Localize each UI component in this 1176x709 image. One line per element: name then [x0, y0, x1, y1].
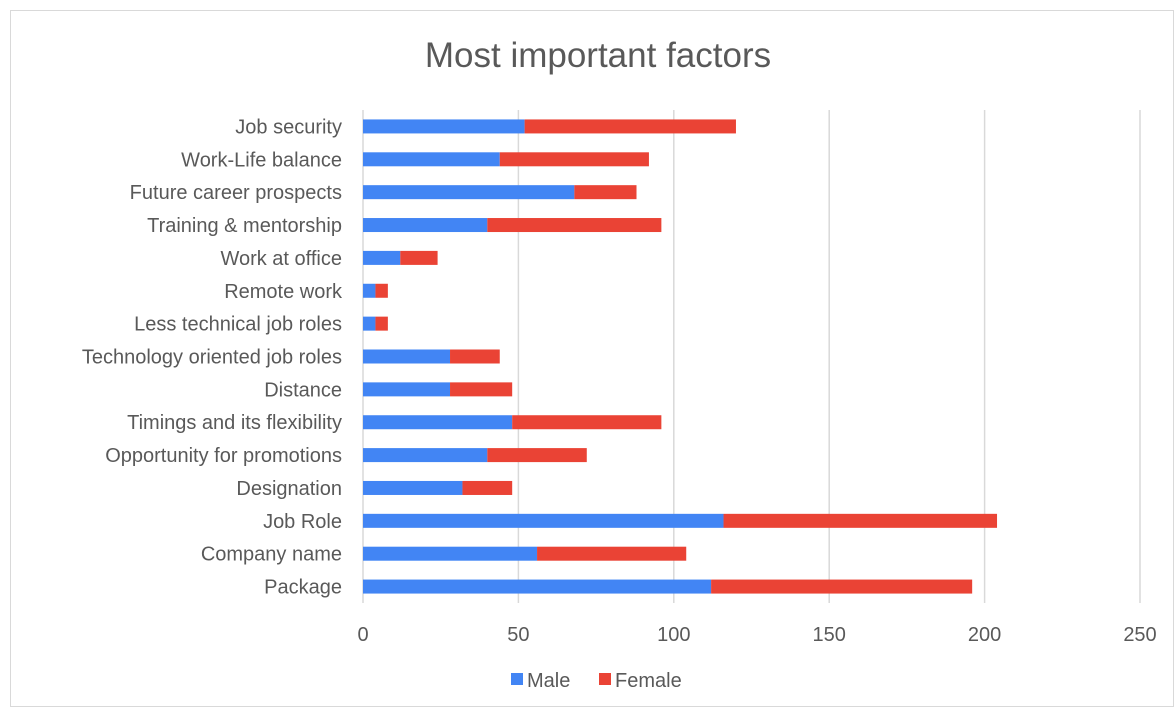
category-label: Company name: [201, 544, 342, 566]
bar-female-10: [487, 448, 587, 463]
category-label: Timings and its flexibility: [127, 412, 342, 434]
bar-male-4: [363, 250, 401, 265]
bars: [363, 119, 998, 594]
bar-male-0: [363, 119, 525, 134]
legend-label-female: Female: [615, 670, 682, 692]
x-axis-tick-labels: 0 50 100 150 200 250: [357, 624, 1156, 646]
category-label: Opportunity for promotions: [105, 445, 342, 467]
bar-male-8: [363, 382, 451, 397]
bar-male-12: [363, 513, 724, 528]
category-label: Future career prospects: [130, 182, 342, 204]
bar-male-1: [363, 152, 500, 167]
bar-male-3: [363, 218, 488, 233]
tick-label-100: 100: [657, 624, 690, 646]
legend-swatch-male: [511, 673, 523, 685]
tick-label-50: 50: [507, 624, 529, 646]
bar-female-4: [400, 250, 438, 265]
category-label: Technology oriented job roles: [82, 347, 342, 369]
category-label: Distance: [264, 379, 342, 401]
bar-male-14: [363, 579, 712, 594]
category-label: Job Role: [263, 511, 342, 533]
bar-female-5: [375, 283, 388, 298]
bar-female-13: [537, 546, 687, 561]
bar-female-6: [375, 316, 388, 331]
bar-female-3: [487, 218, 662, 233]
bar-male-2: [363, 185, 575, 200]
legend: Male Female: [511, 670, 682, 692]
tick-label-200: 200: [968, 624, 1001, 646]
bar-female-12: [723, 513, 998, 528]
bar-male-6: [363, 316, 376, 331]
category-label: Work at office: [220, 248, 342, 270]
category-label: Training & mentorship: [147, 215, 342, 237]
bar-female-0: [524, 119, 736, 134]
category-labels: Job security Work-Life balance Future care…: [82, 116, 343, 598]
bar-female-7: [450, 349, 500, 364]
bar-male-10: [363, 448, 488, 463]
bar-female-8: [450, 382, 513, 397]
tick-label-0: 0: [357, 624, 368, 646]
bar-female-11: [462, 480, 513, 495]
bar-male-13: [363, 546, 538, 561]
category-label: Less technical job roles: [134, 314, 342, 336]
legend-label-male: Male: [527, 670, 570, 692]
bar-female-2: [574, 185, 637, 200]
legend-swatch-female: [599, 673, 611, 685]
tick-label-150: 150: [813, 624, 846, 646]
bar-female-14: [711, 579, 973, 594]
category-label: Designation: [236, 478, 342, 500]
bar-male-11: [363, 480, 463, 495]
bar-male-9: [363, 415, 513, 430]
category-label: Job security: [235, 116, 342, 138]
bar-male-5: [363, 283, 376, 298]
bar-female-9: [512, 415, 662, 430]
tick-label-250: 250: [1123, 624, 1156, 646]
chart-title: Most important factors: [425, 36, 771, 75]
category-label: Package: [264, 577, 342, 599]
category-label: Remote work: [224, 281, 343, 303]
category-label: Work-Life balance: [181, 149, 342, 171]
bar-female-1: [499, 152, 649, 167]
bar-male-7: [363, 349, 451, 364]
